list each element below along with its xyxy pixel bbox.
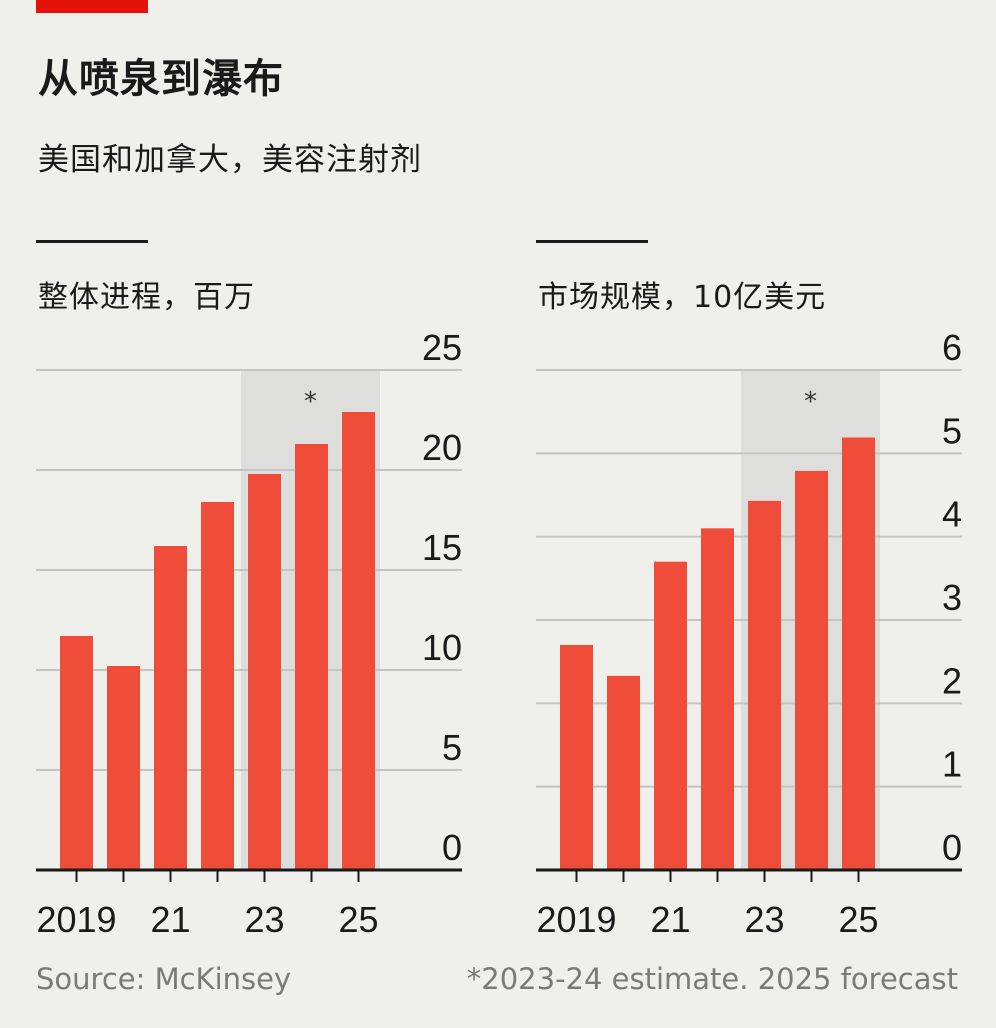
y-tick-label: 25 xyxy=(422,327,462,368)
y-tick-label: 1 xyxy=(942,744,962,785)
y-tick-label: 5 xyxy=(942,410,962,451)
y-tick-label: 4 xyxy=(942,494,962,535)
source-note: Source: McKinsey xyxy=(36,962,292,996)
estimate-note: *2023-24 estimate. 2025 forecast xyxy=(466,962,958,996)
y-tick-label: 10 xyxy=(422,627,462,668)
y-tick-label: 15 xyxy=(422,527,462,568)
panel-market-size: 市场规模，10亿美元 * 0 1 2 3 4 5 6 2019 21 23 25 xyxy=(536,240,966,960)
panel-rule xyxy=(536,240,648,243)
bar xyxy=(654,561,687,870)
x-tick-label: 21 xyxy=(150,899,190,940)
x-tick-label: 2019 xyxy=(36,899,116,940)
x-tick-label: 21 xyxy=(650,899,690,940)
x-tick-label: 25 xyxy=(338,899,378,940)
x-tick-label: 23 xyxy=(244,899,284,940)
brand-tag xyxy=(36,0,148,13)
chart-title: 从喷泉到瀑布 xyxy=(38,56,284,102)
bar xyxy=(342,412,375,870)
bar xyxy=(560,645,593,870)
estimate-marker: * xyxy=(804,387,817,417)
y-tick-label: 2 xyxy=(942,660,962,701)
bar xyxy=(154,546,187,870)
y-tick-label: 20 xyxy=(422,427,462,468)
bar xyxy=(701,528,734,870)
panel-rule xyxy=(36,240,148,243)
x-tick-label: 2019 xyxy=(536,899,616,940)
bar xyxy=(795,470,828,870)
chart-subtitle: 美国和加拿大，美容注射剂 xyxy=(38,142,422,178)
y-tick-label: 3 xyxy=(942,577,962,618)
panel-procedures: 整体进程，百万 * 0 5 10 15 20 25 2019 21 23 25 xyxy=(36,240,466,960)
y-tick-label: 6 xyxy=(942,327,962,368)
y-tick-label: 5 xyxy=(442,727,462,768)
bar xyxy=(201,502,234,870)
x-tick-label: 23 xyxy=(744,899,784,940)
bar xyxy=(607,675,640,870)
bar xyxy=(748,500,781,870)
estimate-marker: * xyxy=(304,387,317,417)
bar xyxy=(295,444,328,870)
y-tick-label: 0 xyxy=(442,827,462,868)
y-tick-label: 0 xyxy=(942,827,962,868)
bar xyxy=(107,666,140,870)
bar xyxy=(60,636,93,870)
panel-title-procedures: 整体进程，百万 xyxy=(38,280,255,315)
panel-title-market-size: 市场规模，10亿美元 xyxy=(538,280,827,315)
x-tick-label: 25 xyxy=(838,899,878,940)
bar xyxy=(248,474,281,870)
bar xyxy=(842,437,875,870)
procedures-bar-chart: * 0 5 10 15 20 25 2019 21 23 25 xyxy=(36,327,462,940)
